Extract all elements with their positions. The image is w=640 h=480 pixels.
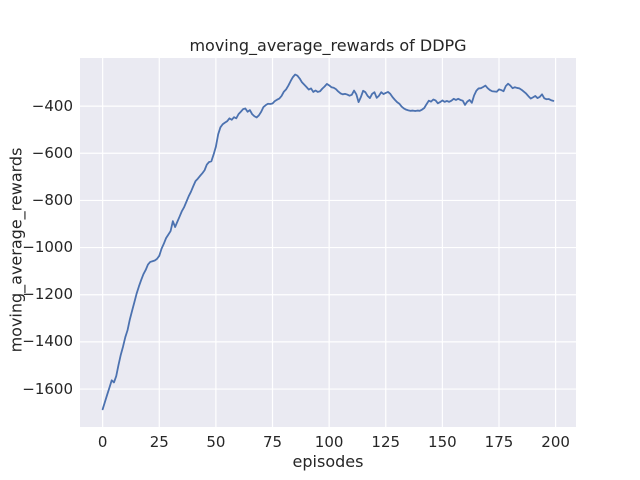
y-tick-label: −1400 <box>22 332 73 351</box>
x-tick-label: 125 <box>371 433 401 451</box>
gridlines <box>80 58 576 427</box>
x-tick-label: 100 <box>314 433 344 451</box>
y-tick-label: −1200 <box>22 285 73 304</box>
x-tick-label: 200 <box>541 433 570 451</box>
x-tick-label: 75 <box>262 433 283 451</box>
chart-canvas <box>80 58 576 427</box>
reward-line-series <box>101 73 555 411</box>
chart-title: moving_average_rewards of DDPG <box>189 36 467 55</box>
x-tick-label: 0 <box>97 433 108 451</box>
x-tick-label: 50 <box>206 433 226 451</box>
plot-area <box>80 58 576 427</box>
x-tick-label: 25 <box>149 433 169 451</box>
y-tick-label: −600 <box>31 143 73 162</box>
x-tick-label: 175 <box>484 433 514 451</box>
x-tick-label: 150 <box>428 433 457 451</box>
y-tick-label: −1000 <box>22 238 73 257</box>
y-tick-label: −1600 <box>22 379 73 398</box>
x-axis-label: episodes <box>292 452 364 471</box>
y-tick-label: −800 <box>31 190 73 209</box>
y-tick-label: −400 <box>31 96 73 115</box>
